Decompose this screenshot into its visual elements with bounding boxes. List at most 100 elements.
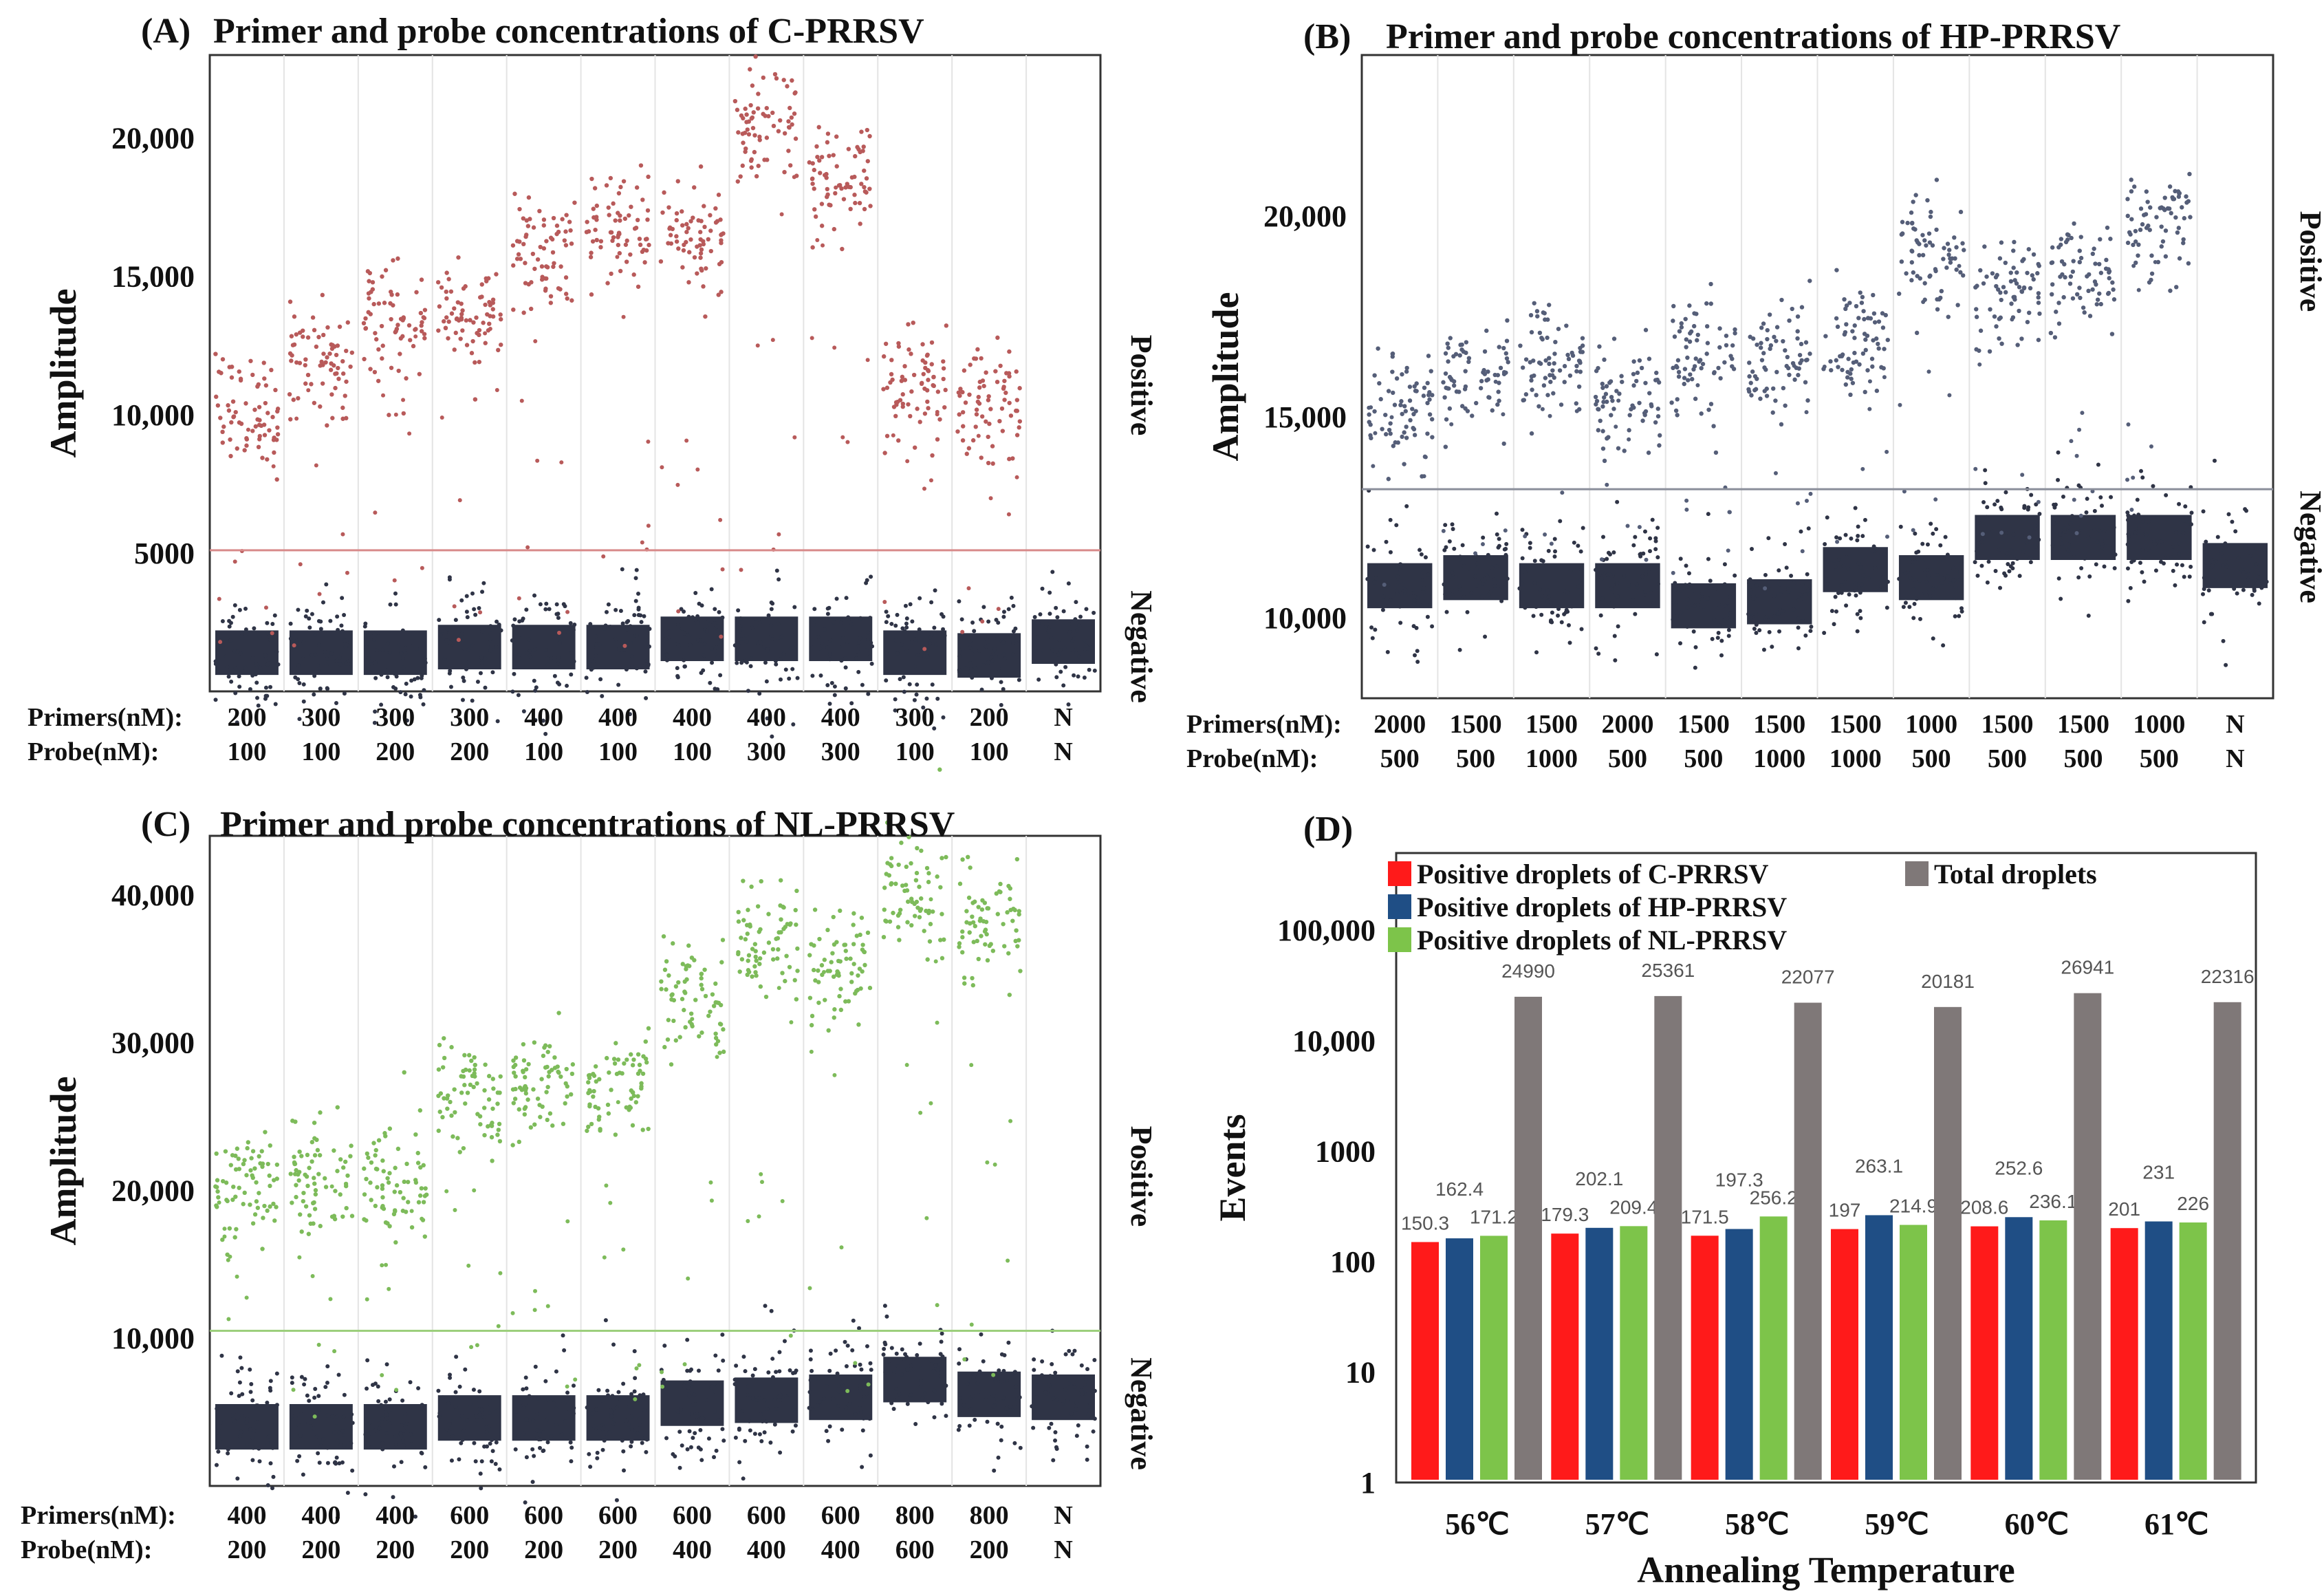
positive-droplet bbox=[986, 460, 991, 466]
negative-droplet bbox=[325, 686, 329, 691]
negative-droplet bbox=[1857, 585, 1862, 590]
positive-droplet bbox=[1001, 386, 1006, 391]
positive-droplet bbox=[215, 403, 221, 408]
positive-droplet bbox=[613, 1041, 618, 1046]
positive-droplet bbox=[985, 958, 990, 963]
positive-droplet bbox=[248, 358, 253, 363]
positive-droplet bbox=[330, 416, 335, 420]
negative-droplet bbox=[1385, 649, 1390, 654]
x-tick-label: 61℃ bbox=[2144, 1507, 2208, 1541]
positive-droplet bbox=[764, 136, 770, 140]
y-tick-label: 40,000 bbox=[111, 878, 195, 912]
negative-droplet bbox=[571, 627, 576, 632]
probe-value: 500 bbox=[1988, 744, 2027, 773]
negative-droplet bbox=[571, 1411, 576, 1416]
rain-droplet bbox=[935, 1020, 940, 1025]
negative-droplet bbox=[248, 687, 252, 691]
negative-droplet bbox=[922, 654, 927, 659]
negative-droplet bbox=[363, 1432, 368, 1437]
negative-droplet bbox=[1556, 604, 1561, 609]
y-tick-label: 30,000 bbox=[111, 1026, 195, 1060]
negative-droplet bbox=[521, 1387, 525, 1392]
negative-droplet bbox=[318, 687, 323, 691]
negative-droplet bbox=[2259, 580, 2264, 585]
positive-droplet bbox=[1496, 389, 1501, 394]
negative-droplet bbox=[1640, 574, 1645, 579]
positive-droplet bbox=[1799, 358, 1804, 363]
positive-droplet bbox=[444, 289, 448, 294]
positive-droplet bbox=[2173, 215, 2178, 220]
positive-droplet bbox=[881, 354, 887, 359]
negative-droplet bbox=[629, 640, 633, 645]
negative-droplet bbox=[929, 600, 934, 605]
positive-droplet bbox=[1758, 396, 1763, 401]
legend-label: Positive droplets of NL-PRRSV bbox=[1417, 925, 1787, 956]
positive-droplet bbox=[702, 224, 707, 230]
negative-droplet bbox=[519, 636, 524, 640]
primer-value: 1500 bbox=[2057, 710, 2109, 739]
positive-droplet bbox=[983, 942, 988, 947]
positive-droplet bbox=[683, 1025, 688, 1030]
positive-droplet bbox=[274, 477, 279, 482]
negative-droplet bbox=[523, 1375, 528, 1380]
positive-droplet bbox=[1730, 364, 1735, 369]
negative-droplet bbox=[290, 1381, 294, 1385]
positive-droplet bbox=[2125, 197, 2130, 202]
negative-droplet bbox=[909, 1363, 913, 1368]
negative-droplet bbox=[924, 696, 929, 701]
positive-droplet bbox=[786, 149, 791, 153]
positive-droplet bbox=[1995, 287, 2001, 292]
negative-droplet bbox=[993, 1379, 998, 1383]
positive-droplet bbox=[745, 931, 750, 936]
positive-droplet bbox=[554, 231, 559, 237]
positive-droplet bbox=[813, 214, 818, 219]
positive-droplet bbox=[498, 312, 503, 317]
positive-droplet bbox=[986, 398, 991, 402]
negative-droplet bbox=[253, 672, 258, 677]
negative-droplet bbox=[1413, 653, 1418, 658]
positive-droplet bbox=[793, 136, 799, 141]
negative-droplet bbox=[1532, 581, 1537, 585]
positive-droplet bbox=[362, 1192, 367, 1197]
positive-droplet bbox=[367, 279, 371, 283]
negative-droplet bbox=[263, 653, 268, 658]
negative-droplet bbox=[870, 644, 875, 649]
positive-droplet bbox=[1498, 365, 1503, 371]
negative-droplet bbox=[869, 574, 873, 579]
positive-droplet bbox=[335, 1169, 340, 1174]
positive-droplet bbox=[392, 1189, 397, 1194]
positive-droplet bbox=[2063, 274, 2067, 280]
positive-droplet bbox=[1407, 398, 1413, 403]
negative-droplet bbox=[1679, 610, 1684, 615]
positive-droplet bbox=[1448, 336, 1453, 341]
negative-droplet bbox=[1063, 1352, 1068, 1357]
positive-droplet bbox=[719, 960, 724, 964]
rain-droplet bbox=[1501, 412, 1506, 417]
negative-droplet bbox=[644, 658, 649, 663]
negative-droplet bbox=[248, 1367, 252, 1372]
positive-droplet bbox=[473, 397, 478, 402]
negative-droplet bbox=[1693, 665, 1697, 670]
positive-droplet bbox=[2069, 235, 2074, 241]
positive-droplet bbox=[699, 266, 704, 271]
positive-droplet bbox=[976, 905, 981, 909]
negative-droplet bbox=[1761, 647, 1766, 652]
positive-droplet bbox=[851, 911, 856, 916]
negative-droplet bbox=[235, 1369, 240, 1374]
negative-droplet bbox=[1450, 570, 1455, 575]
bar bbox=[1514, 996, 1542, 1480]
positive-droplet bbox=[478, 1122, 483, 1127]
positive-droplet bbox=[301, 1198, 306, 1204]
negative-droplet bbox=[1053, 1438, 1058, 1443]
rain-droplet bbox=[1493, 379, 1498, 384]
positive-droplet bbox=[1637, 358, 1642, 363]
positive-droplet bbox=[2187, 171, 2192, 177]
negative-droplet bbox=[541, 1430, 546, 1435]
positive-droplet bbox=[927, 939, 933, 944]
negative-droplet bbox=[1918, 616, 1922, 621]
positive-droplet bbox=[973, 924, 977, 929]
positive-droplet bbox=[778, 903, 783, 908]
negative-droplet bbox=[2050, 543, 2055, 548]
positive-droplet bbox=[1444, 417, 1449, 422]
positive-droplet bbox=[1400, 371, 1404, 377]
